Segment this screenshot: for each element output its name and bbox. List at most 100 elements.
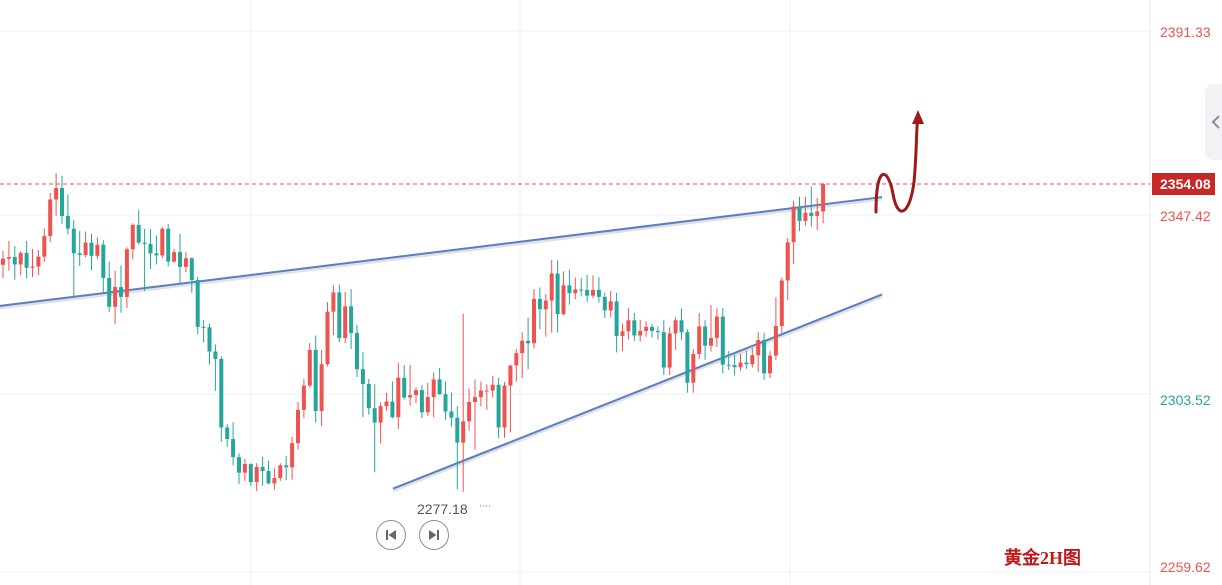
candle-body xyxy=(567,285,572,294)
collapse-panel-button[interactable] xyxy=(1205,84,1222,160)
candle-body xyxy=(396,377,401,418)
candle xyxy=(60,175,64,224)
candle-body xyxy=(478,390,483,398)
candle-body xyxy=(219,358,224,428)
candle-body xyxy=(349,306,354,334)
candle xyxy=(331,285,336,336)
candle-body xyxy=(136,224,141,243)
candle-body xyxy=(797,206,802,221)
candle xyxy=(608,291,613,318)
candle xyxy=(726,351,731,370)
candle xyxy=(821,183,826,224)
candle-body xyxy=(355,333,359,370)
candle xyxy=(797,196,802,232)
chart-grid xyxy=(0,0,1151,585)
candle-body xyxy=(36,256,41,267)
candle-body xyxy=(496,384,501,428)
candle-body xyxy=(337,292,342,338)
candle xyxy=(71,220,76,299)
candle xyxy=(490,375,495,398)
candle xyxy=(378,402,383,444)
candle xyxy=(809,186,814,227)
candle-body xyxy=(384,401,389,407)
candle xyxy=(166,223,171,267)
candle xyxy=(449,392,454,427)
price-axis-label: 2259.62 xyxy=(1160,559,1211,575)
candle-body xyxy=(95,244,100,256)
candle-body xyxy=(650,326,654,331)
candle xyxy=(685,329,690,393)
candle xyxy=(679,308,684,340)
candle-body xyxy=(661,332,666,368)
candle-body xyxy=(461,421,466,443)
candle xyxy=(673,317,678,350)
candle-body xyxy=(803,212,808,221)
candle xyxy=(107,261,112,313)
candle xyxy=(537,287,542,330)
candle xyxy=(178,233,182,283)
candle xyxy=(207,323,212,365)
candle xyxy=(756,332,761,373)
candle xyxy=(83,231,88,258)
candle-body xyxy=(425,397,430,413)
candle-body xyxy=(390,401,395,418)
candle-body xyxy=(443,394,448,412)
candle xyxy=(77,231,82,267)
candle xyxy=(30,248,35,278)
candle-body xyxy=(685,332,690,383)
candle xyxy=(437,367,442,395)
candle xyxy=(360,352,365,418)
candle-body xyxy=(779,280,784,327)
candle xyxy=(290,436,295,480)
candle-body xyxy=(107,277,112,307)
candle xyxy=(585,274,590,302)
candle-body xyxy=(596,289,601,297)
candle-body xyxy=(455,417,460,443)
candle-body xyxy=(632,320,637,336)
candle xyxy=(638,319,643,342)
projection-arrow-head xyxy=(912,110,924,124)
candle xyxy=(113,270,118,324)
candle-body xyxy=(520,340,525,354)
candle-body xyxy=(24,252,29,268)
candle-body xyxy=(561,285,566,315)
candle xyxy=(555,260,560,333)
candle xyxy=(272,468,277,490)
candle-body xyxy=(508,365,513,386)
candle-body xyxy=(160,228,165,256)
candle xyxy=(709,305,713,352)
candle-body xyxy=(543,300,548,310)
candle-body xyxy=(307,349,312,386)
candle xyxy=(667,327,672,375)
scroll-to-start-button[interactable] xyxy=(376,520,406,550)
candle xyxy=(573,277,578,300)
candle xyxy=(148,229,153,269)
candle-body xyxy=(591,289,595,296)
scroll-to-end-button[interactable] xyxy=(419,520,449,550)
candle xyxy=(484,384,489,410)
candle-body xyxy=(124,249,129,297)
candle-body xyxy=(720,316,725,365)
candle-body xyxy=(414,390,418,396)
candle-body xyxy=(378,406,383,423)
candle-body xyxy=(272,478,277,484)
candle-body xyxy=(254,466,259,483)
candle-body xyxy=(532,298,536,344)
candle xyxy=(762,332,767,380)
candle xyxy=(42,228,47,262)
candle-body xyxy=(54,188,59,200)
candle xyxy=(189,257,194,293)
candle-body xyxy=(60,188,64,216)
candle-body xyxy=(178,252,182,267)
candle xyxy=(443,381,448,421)
candle xyxy=(154,235,159,265)
candle-body xyxy=(195,280,200,327)
candle xyxy=(455,406,460,490)
candle xyxy=(532,289,536,349)
candle xyxy=(195,276,200,335)
candle-body xyxy=(526,340,531,344)
candlesticks xyxy=(1,173,826,492)
candle xyxy=(478,381,483,407)
candle xyxy=(24,241,29,279)
